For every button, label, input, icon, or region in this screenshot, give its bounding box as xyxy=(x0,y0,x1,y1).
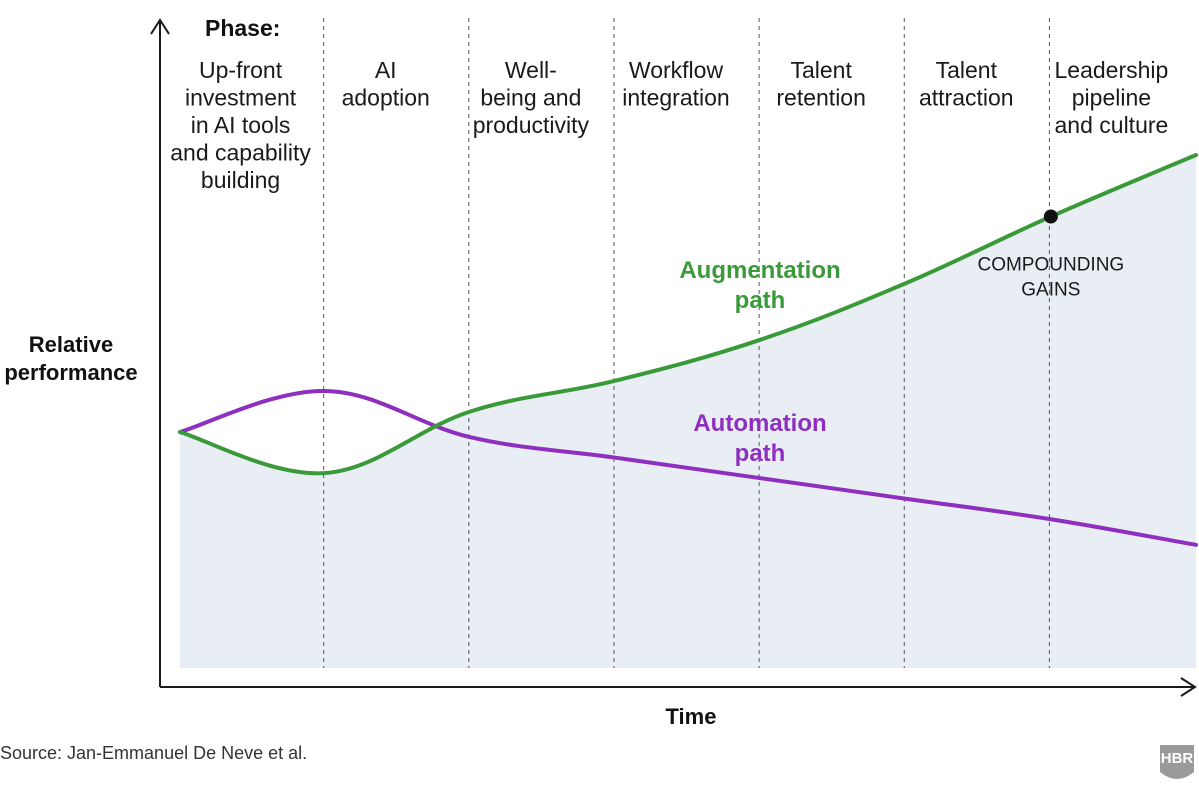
phase-label-line: Talent xyxy=(790,57,852,83)
series-label-line: path xyxy=(735,287,786,314)
phase-label: Well-being and productivity xyxy=(473,57,590,138)
phase-label-line: AI xyxy=(375,57,397,83)
series-label-line: path xyxy=(735,440,786,467)
automation-path-label: Automation path xyxy=(693,410,826,467)
phase-label: AI adoption xyxy=(342,57,430,111)
phase-label: Workflow integration xyxy=(622,57,729,111)
x-axis-label: Time xyxy=(666,704,717,729)
phase-label-line: pipeline xyxy=(1072,85,1151,111)
y-axis-label-line: performance xyxy=(4,360,137,385)
hbr-logo-text: HBR xyxy=(1161,750,1194,767)
source-note: Source: Jan-Emmanuel De Neve et al. xyxy=(0,743,307,763)
phase-label: Leadership pipeline and culture xyxy=(1055,57,1169,138)
y-axis-arrow xyxy=(150,18,170,35)
phase-label-line: retention xyxy=(776,85,866,111)
phase-label-line: productivity xyxy=(473,112,590,138)
phase-label-line: building xyxy=(201,167,280,193)
phase-label-line: Up-front xyxy=(199,57,283,83)
x-axis-arrow xyxy=(1180,677,1197,697)
chart-text: Phase:Up-front investment in AI tools and c… xyxy=(0,15,1194,779)
y-axis-label-line: Relative xyxy=(29,332,113,357)
phase-label-line: in AI tools xyxy=(191,112,291,138)
augmentation-path-label: Augmentation path xyxy=(679,257,840,314)
compounding-gains-label-line: COMPOUNDING xyxy=(977,255,1124,276)
compounding-gains-label: COMPOUNDING GAINS xyxy=(977,255,1124,301)
automation-path-line xyxy=(178,388,1198,547)
compounding-gains-label-line: GAINS xyxy=(1021,280,1080,301)
phase-label-line: being and xyxy=(480,85,581,111)
y-axis-label: Relative performance xyxy=(4,332,137,385)
augmentation-area xyxy=(180,155,1196,668)
phase-label-line: Workflow xyxy=(629,57,724,83)
phase-label-line: attraction xyxy=(919,85,1014,111)
augmentation-path-line xyxy=(178,153,1198,476)
phase-label-line: and capability xyxy=(170,140,311,166)
phase-label-line: Leadership xyxy=(1055,57,1169,83)
phase-header: Phase: xyxy=(205,15,280,41)
augmentation-area-fill xyxy=(180,155,1196,668)
phase-label-line: Talent xyxy=(936,57,998,83)
series-label-line: Automation xyxy=(693,410,826,437)
phase-label-line: Well- xyxy=(505,57,557,83)
series-lines xyxy=(178,153,1198,547)
axes xyxy=(150,18,1197,697)
series-label-line: Augmentation xyxy=(679,257,840,284)
phase-label-line: investment xyxy=(185,85,297,111)
compounding-gains-marker xyxy=(1043,209,1058,224)
phase-label: Talent retention xyxy=(776,57,866,111)
phase-label-line: adoption xyxy=(342,85,430,111)
hbr-logo-shield xyxy=(1160,745,1194,779)
phase-label-line: integration xyxy=(622,85,729,111)
hbr-logo: HBR xyxy=(1160,745,1194,779)
phase-label: Up-front investment in AI tools and capabil… xyxy=(170,57,311,193)
phase-label: Talent attraction xyxy=(919,57,1014,111)
phase-label-line: and culture xyxy=(1055,112,1169,138)
